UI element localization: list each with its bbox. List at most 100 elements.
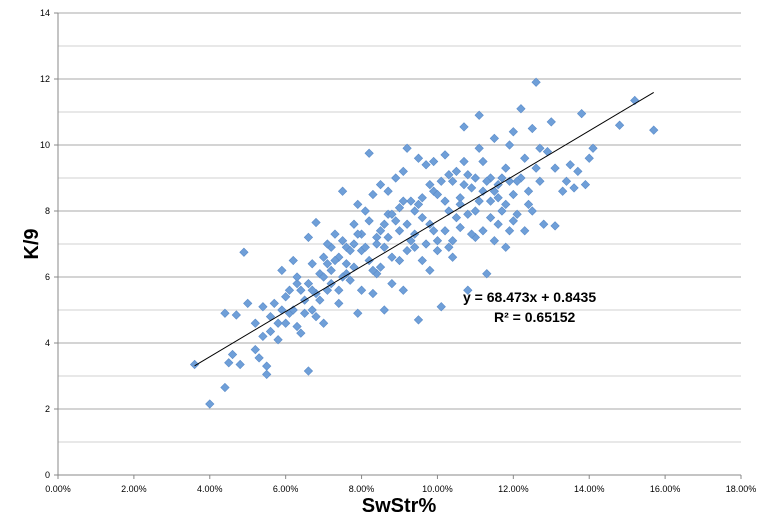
data-point [588, 143, 598, 153]
data-point [508, 189, 518, 200]
data-point [307, 259, 317, 269]
data-point [535, 143, 545, 153]
data-point [451, 166, 462, 177]
data-point [303, 232, 314, 243]
data-point [243, 298, 253, 309]
y-tick-label: 12 [40, 74, 50, 84]
data-point [303, 366, 314, 376]
data-point [497, 206, 507, 216]
data-point [307, 305, 317, 315]
data-point [440, 226, 450, 236]
data-point [284, 285, 295, 295]
data-point [649, 125, 659, 135]
data-point [550, 163, 560, 173]
y-tick-label: 10 [40, 140, 50, 150]
data-point [189, 359, 200, 370]
data-point [565, 160, 575, 170]
data-point [569, 183, 579, 193]
x-tick-label: 14.00% [574, 484, 605, 494]
data-point [432, 245, 443, 256]
data-point [269, 298, 279, 309]
data-point [368, 189, 378, 200]
data-point [459, 156, 469, 167]
data-point [520, 153, 530, 163]
data-point [447, 252, 458, 262]
data-point [356, 285, 367, 295]
data-point [436, 302, 446, 312]
data-point [508, 127, 518, 137]
data-point [561, 176, 572, 186]
data-point [504, 140, 515, 150]
data-point [429, 156, 439, 167]
data-point [391, 216, 401, 226]
data-point [523, 186, 534, 196]
data-point [406, 196, 416, 206]
data-point [489, 133, 499, 144]
data-point [508, 216, 518, 226]
data-point [265, 326, 276, 337]
data-point [311, 217, 321, 228]
data-point [345, 275, 355, 285]
data-point [364, 216, 374, 226]
data-point [239, 247, 249, 257]
data-point [447, 176, 458, 186]
data-point [489, 236, 499, 246]
x-tick-label: 8.00% [349, 484, 375, 494]
data-point [577, 109, 587, 119]
data-point [527, 123, 537, 134]
x-axis-title: SwStr% [362, 495, 437, 517]
data-point [417, 255, 427, 266]
data-point [231, 310, 241, 320]
data-point [459, 179, 469, 190]
data-point [235, 359, 245, 370]
data-point [273, 318, 283, 328]
trendline-r-squared: R² = 0.65152 [494, 309, 576, 325]
data-point [425, 265, 435, 276]
data-point [466, 229, 477, 239]
data-point [349, 262, 359, 272]
data-point [300, 308, 310, 318]
data-point [493, 193, 503, 203]
data-point [451, 212, 462, 223]
data-point [398, 166, 408, 177]
data-point [504, 226, 515, 236]
data-point [459, 122, 469, 132]
data-point [512, 209, 522, 219]
data-point [432, 189, 443, 200]
data-point [474, 143, 484, 153]
data-point [360, 206, 370, 216]
data-point [421, 239, 431, 249]
data-point [444, 242, 454, 252]
data-point [349, 219, 359, 229]
y-tick-labels: 0 2 4 6 8 10 12 14 [40, 8, 50, 480]
data-point [516, 173, 526, 183]
data-point [387, 278, 397, 289]
x-tick-label: 12.00% [498, 484, 529, 494]
data-point [417, 193, 427, 203]
data-point [429, 226, 439, 236]
data-point [334, 298, 344, 309]
data-point [265, 311, 276, 322]
data-point [205, 399, 215, 409]
data-point [410, 206, 420, 216]
data-point [303, 278, 314, 289]
trendline [194, 91, 654, 367]
data-point [379, 305, 389, 315]
data-point [474, 196, 484, 206]
data-point [318, 272, 329, 282]
data-point [258, 331, 268, 342]
x-tick-labels: 0.00% 2.00% 4.00% 6.00% 8.00% 10.00% 12.00% 14.… [45, 484, 756, 494]
data-point [497, 173, 507, 183]
data-point [281, 292, 291, 302]
data-point [485, 173, 496, 183]
y-tick-label: 8 [45, 206, 50, 216]
data-point [375, 262, 386, 272]
data-point [341, 259, 352, 269]
data-point [368, 265, 378, 276]
data-point [262, 369, 272, 379]
data-point [630, 95, 640, 106]
data-point [413, 153, 424, 163]
data-point [584, 153, 594, 163]
data-point [398, 285, 408, 295]
data-point [391, 173, 401, 183]
